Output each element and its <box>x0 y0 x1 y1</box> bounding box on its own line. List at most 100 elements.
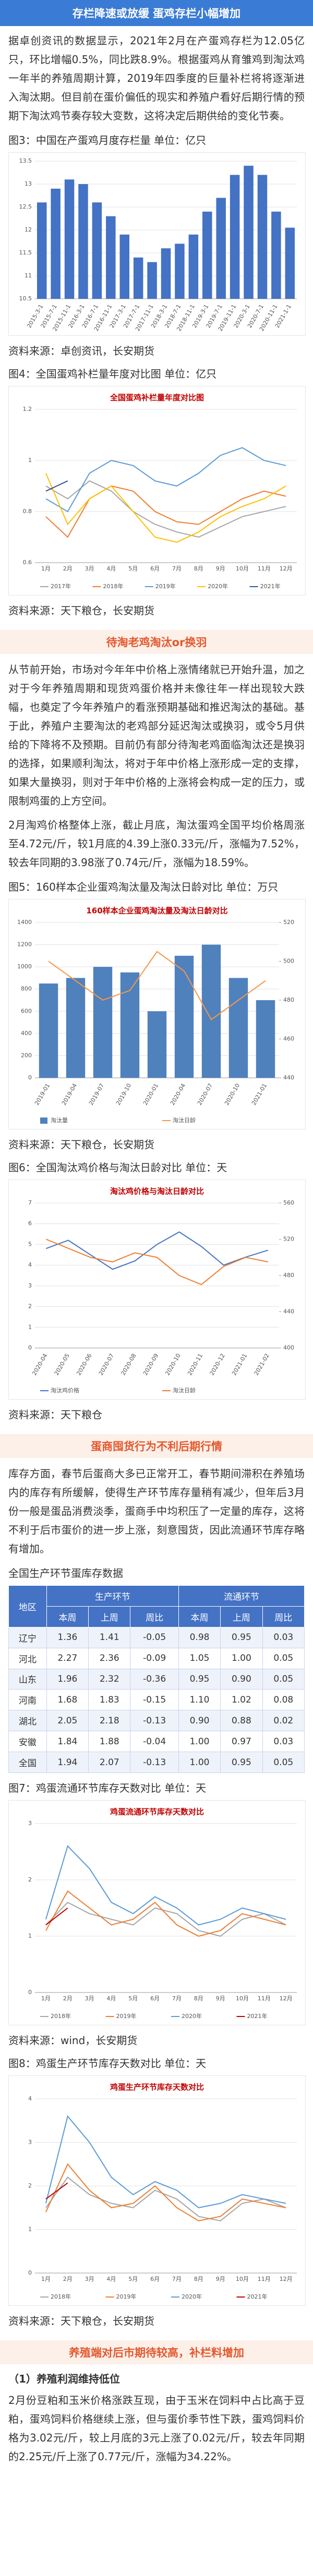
table-cell: 0.03 <box>262 1626 305 1648</box>
bar <box>92 202 102 299</box>
x-tick-label: 1月 <box>41 565 51 572</box>
legend-label: 2019年 <box>155 582 176 590</box>
inventory-table: 地区 生产环节 流通环节 本周 上周 周比 本周 上周 周比 辽宁 1.36 1.41 -0.05 0.9… <box>8 1585 305 1773</box>
legend-label: 2017年 <box>51 582 71 590</box>
bar <box>147 1011 167 1078</box>
legend-label: 淘汰日龄 <box>173 1116 196 1124</box>
bar <box>244 165 254 299</box>
y-tick-label: 1 <box>28 1933 32 1939</box>
y-tick-label: 4 <box>28 2095 32 2102</box>
group-header: 地区 <box>8 1585 47 1627</box>
line <box>45 2163 286 2221</box>
table-cell: 1.05 <box>178 1647 221 1669</box>
x-tick-label: 2019-10 <box>115 1083 133 1107</box>
table-cell: 1.41 <box>88 1626 131 1648</box>
table-cell: -0.13 <box>130 1710 179 1732</box>
x-tick-label: 7月 <box>172 1995 182 2002</box>
caption: 图6：全国淘汰鸡价格与淘汰日龄对比 单位：天 <box>8 1161 227 1174</box>
figure-chart: 鸡蛋生产环节库存天数对比 0 1 2 3 4 1月 2月 3月 4月 5月 6月 7月 8月 9月 10月 11… <box>8 2075 306 2306</box>
column-header: 周比 <box>262 1606 305 1627</box>
table-cell: 1.10 <box>178 1689 221 1711</box>
legend-label: 2019年 <box>116 2293 137 2300</box>
y-tick-label: 500 <box>283 958 294 965</box>
y-tick-label: 400 <box>21 1030 32 1037</box>
y-tick-label: 12 <box>25 226 32 233</box>
table-cell: 河北 <box>8 1647 47 1669</box>
x-tick-label: 2020-01 <box>142 1083 160 1107</box>
table-cell: 1.96 <box>46 1668 89 1690</box>
bar <box>39 983 58 1078</box>
x-tick-label: 5月 <box>128 2276 138 2282</box>
table-cell: 2.18 <box>88 1710 131 1732</box>
x-tick-label: 9月 <box>216 1995 225 2002</box>
bar <box>147 262 157 299</box>
y-tick-label: 600 <box>21 1007 32 1014</box>
bar <box>201 944 221 1078</box>
paragraph: 据卓创资讯的数据显示，2021年2月在产蛋鸡存栏为12.05亿只，环比增幅0.5… <box>8 34 305 122</box>
y-tick-label: 13 <box>25 180 32 187</box>
x-tick-label: 10月 <box>236 565 249 572</box>
table-cell: 2.05 <box>46 1710 89 1732</box>
bar <box>51 188 61 299</box>
table-cell: 1.00 <box>178 1752 221 1773</box>
header-row: 本周 上周 周比 本周 上周 周比 <box>9 1606 305 1627</box>
x-tick-label: 5月 <box>128 565 138 572</box>
legend-label: 2021年 <box>247 2293 268 2300</box>
x-tick-label: 6月 <box>150 1995 160 2002</box>
x-tick-label: 3月 <box>85 1995 94 2002</box>
bar <box>64 179 75 299</box>
legend-label: 2020年 <box>182 2293 202 2300</box>
bar <box>285 227 295 299</box>
x-tick-label: 2020-10 <box>164 1353 182 1377</box>
chart-title: 鸡蛋流通环节库存天数对比 <box>110 1807 204 1817</box>
table-row: 安徽 1.84 1.88 -0.04 1.00 0.97 0.03 <box>8 1731 305 1752</box>
x-tick-label: 10月 <box>236 1995 249 2002</box>
x-tick-label: 6月 <box>150 2276 160 2282</box>
y-tick-label: 2 <box>28 2182 32 2189</box>
legend-label: 2021年 <box>260 582 281 590</box>
line <box>45 480 286 538</box>
figure-chart: 160样本企业蛋鸡淘汰量及淘汰日龄对比 0 200 400 600 800 1000 1200… <box>8 899 306 1129</box>
line <box>45 1231 269 1270</box>
table-row: 湖北 2.05 2.18 -0.13 0.90 0.88 0.02 <box>8 1710 305 1732</box>
y-tick-label: 1200 <box>17 941 32 948</box>
y-tick-label: 800 <box>21 986 32 992</box>
legend-label: 2020年 <box>182 2012 202 2020</box>
x-tick-label: 9月 <box>216 565 225 572</box>
table-cell: 0.05 <box>262 1668 305 1690</box>
x-tick-label: 8月 <box>194 565 203 572</box>
subheading: （1）养殖利润维持低位 <box>8 2373 120 2385</box>
line <box>45 485 286 538</box>
y-tick-label: 1 <box>28 457 32 464</box>
x-tick-label: 4月 <box>106 2276 116 2282</box>
bar <box>161 248 171 299</box>
y-tick-label: 0.6 <box>23 559 32 566</box>
y-tick-label: 560 <box>283 1199 294 1206</box>
bar <box>230 175 240 299</box>
chart-title: 鸡蛋生产环节库存天数对比 <box>110 2083 204 2092</box>
column-header: 周比 <box>130 1606 179 1627</box>
x-tick-label: 2020-07 <box>98 1353 115 1377</box>
table-cell: 0.95 <box>220 1626 263 1648</box>
y-tick-label: 0 <box>28 2269 32 2276</box>
line <box>45 480 68 492</box>
y-tick-label: 520 <box>283 1236 294 1243</box>
y-tick-label: 3 <box>28 1820 32 1827</box>
x-tick-label: 12月 <box>280 1995 293 2002</box>
x-tick-label: 5月 <box>128 1995 138 2002</box>
paragraph: 2月淘鸡价格整体上涨，截止月底，淘汰蛋鸡全国平均价格周涨至4.72元/斤，较1月… <box>8 819 305 869</box>
table-cell: 0.08 <box>262 1689 305 1711</box>
x-tick-label: 3月 <box>85 565 94 572</box>
header-title: 存栏降速或放缓 蛋鸡存栏小幅增加 <box>0 0 313 26</box>
table-row: 山东 1.96 2.32 -0.36 0.95 0.90 0.05 <box>8 1668 305 1690</box>
x-tick-label: 7月 <box>172 2276 182 2282</box>
legend-label: 淘汰量 <box>51 1116 68 1124</box>
legend-label: 2018年 <box>51 2012 71 2020</box>
figure-chart: 10.51111.51212.51313.52015-3-12015-7-120… <box>8 152 306 336</box>
table-cell: 1.68 <box>46 1689 89 1711</box>
y-tick-label: 480 <box>283 1272 294 1279</box>
table-cell: 0.05 <box>262 1647 305 1669</box>
table-cell: 2.27 <box>46 1647 89 1669</box>
x-tick-label: 2020-09 <box>142 1353 160 1377</box>
x-tick-label: 1月 <box>41 2276 51 2282</box>
